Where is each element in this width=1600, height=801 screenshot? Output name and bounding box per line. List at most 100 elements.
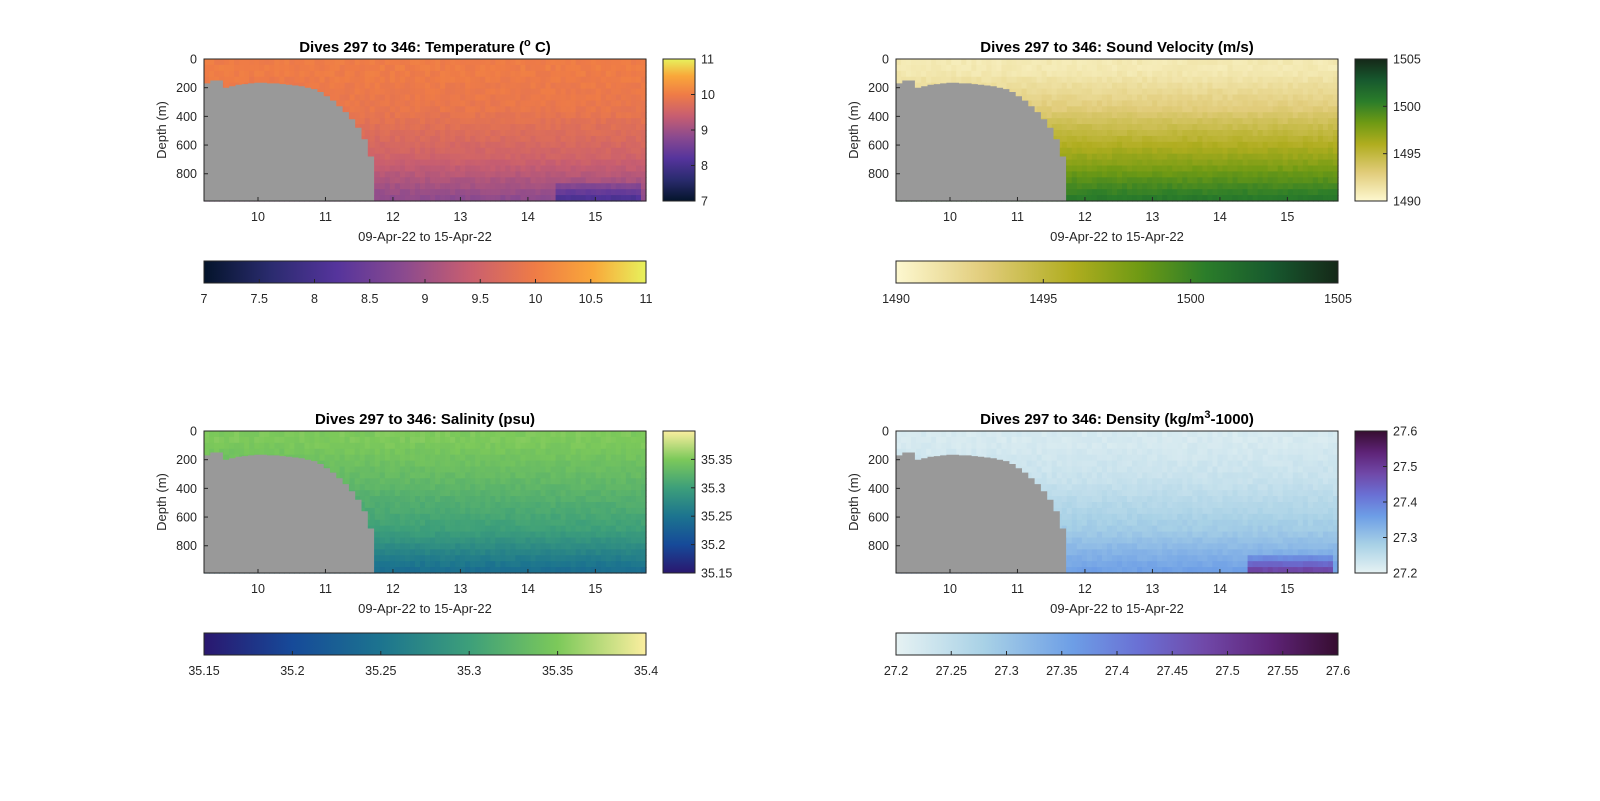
heatmap-cell	[590, 189, 597, 196]
heatmap-cell	[1197, 70, 1203, 78]
heatmap-cell	[1016, 64, 1023, 72]
heatmap-cell	[1172, 82, 1178, 90]
heatmap-cell	[1101, 100, 1108, 107]
heatmap-cell	[450, 171, 456, 178]
heatmap-cell	[495, 118, 501, 125]
heatmap-sound-velocity	[896, 59, 1339, 202]
heatmap-cell	[1081, 159, 1088, 167]
heatmap-cell	[430, 183, 436, 190]
heatmap-cell	[455, 195, 461, 202]
heatmap-cell	[404, 147, 411, 155]
heatmap-cell	[1297, 70, 1304, 78]
heatmap-cell	[455, 70, 461, 78]
heatmap-cell	[324, 460, 331, 468]
heatmap-cell	[1302, 118, 1309, 125]
heatmap-cell	[1227, 183, 1234, 190]
heatmap-cell	[1147, 70, 1153, 78]
heatmap-cell	[1267, 82, 1274, 90]
heatmap-cell	[1106, 88, 1113, 96]
heatmap-cell	[1222, 177, 1229, 184]
heatmap-cell	[1132, 177, 1138, 184]
heatmap-cell	[535, 147, 542, 155]
heatmap-cell	[1227, 177, 1234, 184]
heatmap-cell	[334, 460, 341, 468]
heatmap-cell	[1267, 177, 1274, 184]
heatmap-cell	[299, 442, 306, 450]
heatmap-cell	[600, 100, 607, 107]
heatmap-cell	[615, 177, 622, 184]
heatmap-cell	[1322, 183, 1329, 190]
heatmap-cell	[1307, 94, 1314, 102]
heatmap-cell	[1307, 70, 1314, 78]
heatmap-cell	[1202, 118, 1209, 125]
heatmap-cell	[369, 141, 376, 149]
heatmap-cell	[1117, 153, 1123, 161]
heatmap-cell	[510, 141, 517, 149]
heatmap-cell	[284, 448, 290, 456]
heatmap-cell	[239, 431, 245, 438]
heatmap-cell	[615, 141, 622, 149]
heatmap-cell	[595, 130, 602, 137]
heatmap-cell	[1081, 112, 1088, 119]
heatmap-cell	[1101, 118, 1108, 125]
heatmap-cell	[214, 76, 220, 84]
heatmap-cell	[1086, 76, 1093, 84]
heatmap-cell	[394, 195, 401, 202]
heatmap-cell	[1207, 135, 1214, 143]
heatmap-cell	[1162, 88, 1168, 96]
heatmap-cell	[590, 82, 597, 90]
heatmap-cell	[435, 130, 441, 137]
heatmap-cell	[349, 70, 356, 78]
heatmap-cell	[229, 70, 235, 78]
heatmap-cell	[1222, 118, 1229, 125]
chart-title: Dives 297 to 346: Temperature (o C)	[299, 37, 551, 56]
heatmap-cell	[1252, 124, 1259, 131]
heatmap-cell	[1096, 70, 1103, 78]
heatmap-cell	[1192, 177, 1198, 184]
heatmap-cell	[1302, 147, 1309, 155]
heatmap-cell	[505, 59, 511, 66]
heatmap-cell	[615, 130, 622, 137]
heatmap-cell	[615, 135, 622, 143]
y-tick-label: 0	[190, 53, 197, 67]
heatmap-cell	[505, 141, 511, 149]
heatmap-cell	[1157, 195, 1163, 202]
heatmap-cell	[450, 141, 456, 149]
heatmap-cell	[1232, 70, 1239, 78]
heatmap-cell	[640, 147, 647, 155]
heatmap-cell	[460, 59, 466, 66]
heatmap-cell	[500, 118, 506, 125]
heatmap-cell	[1101, 159, 1108, 167]
heatmap-cell	[1242, 141, 1249, 149]
heatmap-cell	[540, 70, 547, 78]
heatmap-cell	[1117, 183, 1123, 190]
heatmap-cell	[560, 76, 567, 84]
heatmap-cell	[1262, 76, 1269, 84]
heatmap-cell	[1056, 59, 1063, 66]
heatmap-cell	[1137, 147, 1143, 155]
heatmap-cell	[1026, 76, 1033, 84]
heatmap-cell	[379, 82, 386, 90]
heatmap-cell	[450, 118, 456, 125]
heatmap-cell	[1292, 70, 1299, 78]
heatmap-cell	[1152, 153, 1158, 161]
heatmap-cell	[1192, 70, 1198, 78]
heatmap-cell	[460, 76, 466, 84]
heatmap-cell	[254, 448, 260, 456]
heatmap-cell	[625, 94, 632, 102]
heatmap-cell	[1046, 64, 1053, 72]
heatmap-cell	[1096, 94, 1103, 102]
heatmap-cell	[1317, 106, 1324, 113]
heatmap-cell	[590, 165, 597, 173]
heatmap-cell	[1292, 124, 1299, 131]
heatmap-cell	[1086, 141, 1093, 149]
heatmap-cell	[1127, 70, 1133, 78]
heatmap-cell	[224, 448, 230, 456]
heatmap-cell	[1197, 106, 1203, 113]
heatmap-cell	[530, 147, 537, 155]
heatmap-cell	[590, 177, 597, 184]
heatmap-cell	[1162, 135, 1168, 143]
heatmap-cell	[1312, 165, 1319, 173]
heatmap-cell	[1106, 183, 1113, 190]
heatmap-cell	[1056, 64, 1063, 72]
